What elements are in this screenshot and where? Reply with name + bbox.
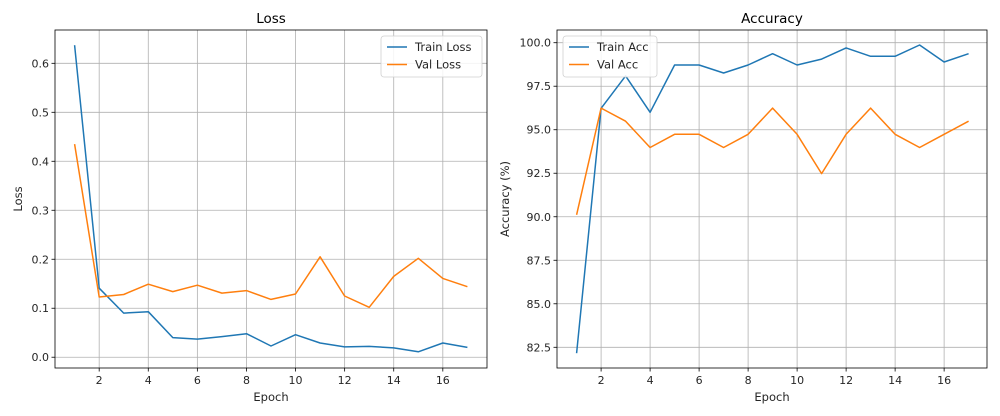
y-tick-label: 85.0 [527,298,552,311]
y-tick-label: 95.0 [527,124,552,137]
x-tick-label: 8 [745,374,752,387]
y-tick-label: 82.5 [527,341,552,354]
x-tick-label: 16 [937,374,951,387]
legend-label: Val Loss [415,58,461,72]
x-tick-label: 16 [436,374,450,387]
x-tick-label: 4 [145,374,152,387]
legend-label: Val Acc [597,58,638,72]
x-tick-label: 2 [96,374,103,387]
y-axis-label: Loss [11,186,25,211]
axes-frame [556,29,988,369]
x-tick-label: 6 [696,374,703,387]
y-tick-label: 100.0 [520,37,552,50]
chart-title: Loss [256,11,286,27]
legend: Train Acc Val Acc [562,35,658,78]
x-tick-label: 14 [387,374,401,387]
chart-panel-accuracy: 2 4 6 8 10 12 14 16 82.5 85.0 87.5 90.0 92.5 95.0 97.5… [498,11,988,404]
y-tick-label: 0.0 [32,351,50,364]
x-tick-label: 10 [790,374,804,387]
chart-title: Accuracy [741,11,803,27]
series-train-loss [73,45,468,353]
axes-frame [54,29,488,369]
y-tick-label: 92.5 [527,167,552,180]
x-tick-label: 8 [243,374,250,387]
series-val-acc [575,107,969,215]
y-tick-label: 90.0 [527,211,552,224]
x-tick-label: 2 [598,374,605,387]
legend-label: Train Acc [596,40,649,54]
chart-panel-loss: 2 4 6 8 10 12 14 16 0.0 0.1 0.2 0.3 0.4 0.5 0.6 Loss Epo… [11,11,488,404]
x-tick-label: 6 [194,374,201,387]
y-tick-label: 0.5 [32,106,50,119]
y-tick-label: 0.1 [32,302,50,315]
y-tick-label: 0.6 [32,57,50,70]
x-axis-label: Epoch [754,390,789,404]
grid [55,30,487,368]
series-train-acc [575,44,969,354]
y-tick-label: 0.2 [32,253,50,266]
x-tick-label: 10 [289,374,303,387]
x-axis-label: Epoch [253,390,288,404]
x-tick-label: 14 [888,374,902,387]
x-tick-label: 12 [839,374,853,387]
series-val-loss [73,143,468,309]
y-tick-label: 0.4 [32,155,50,168]
y-axis-label: Accuracy (%) [498,161,512,237]
x-tick-label: 4 [647,374,654,387]
grid [557,30,987,368]
legend: Train Loss Val Loss [380,35,483,78]
y-tick-label: 97.5 [527,80,552,93]
x-tick-label: 12 [338,374,352,387]
y-tick-label: 0.3 [32,204,50,217]
y-tick-label: 87.5 [527,254,552,267]
legend-label: Train Loss [414,40,471,54]
